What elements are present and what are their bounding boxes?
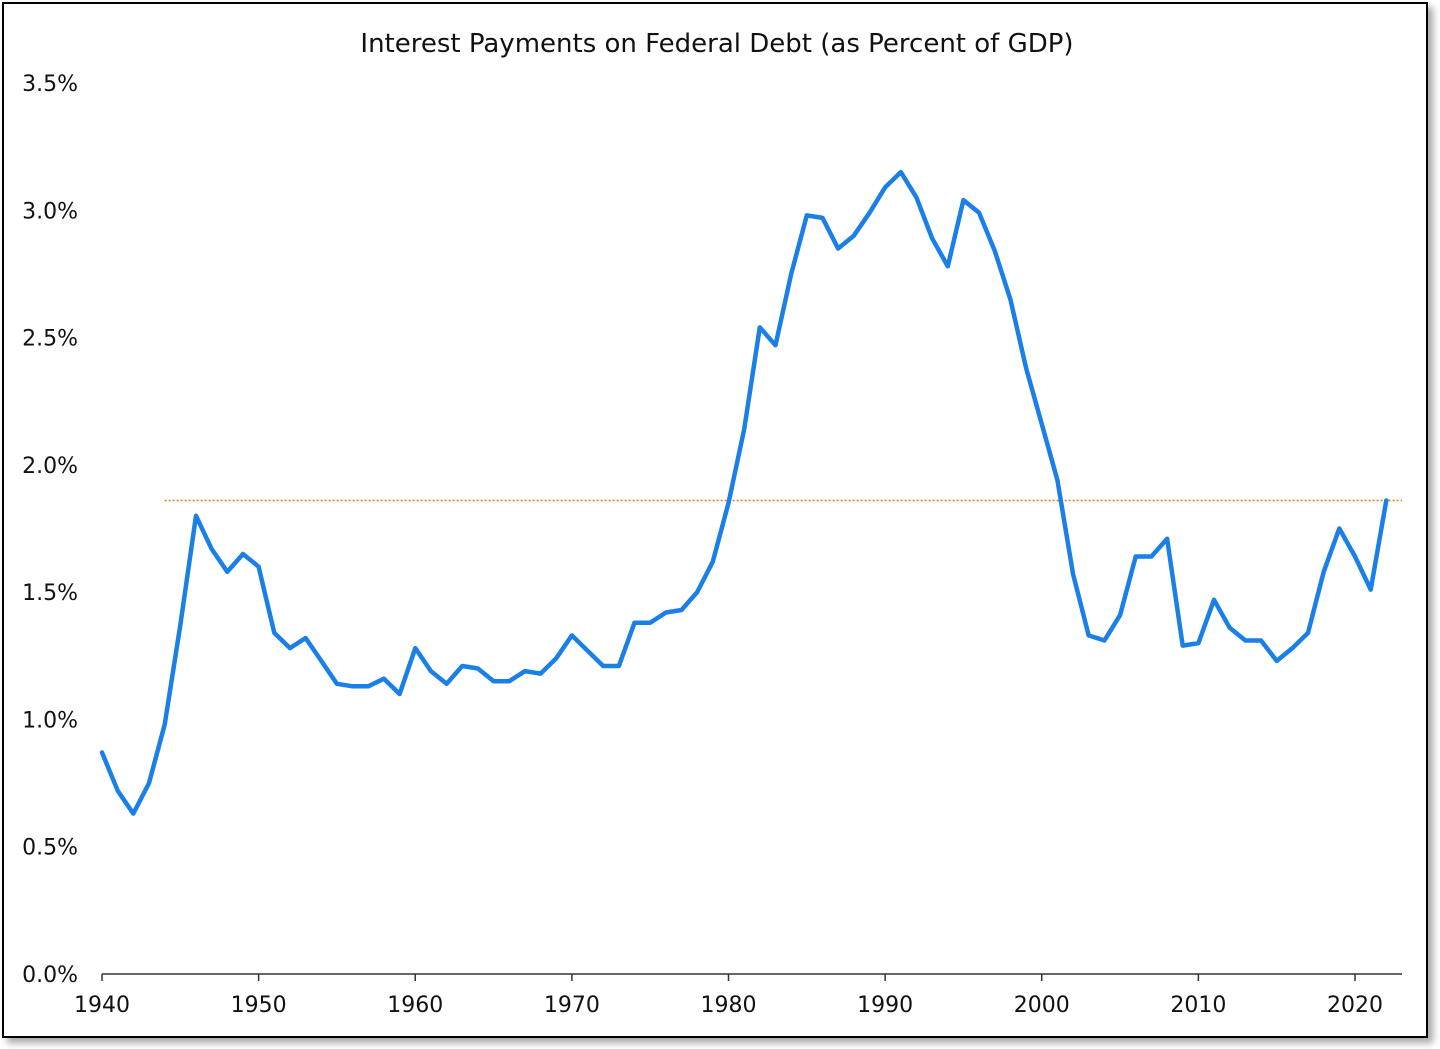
- x-tick-label: 1940: [74, 993, 130, 1018]
- x-tick-label: 1960: [387, 993, 443, 1018]
- y-tick-label: 3.0%: [22, 199, 78, 224]
- x-tick-label: 1990: [857, 993, 913, 1018]
- y-tick-label: 0.0%: [22, 963, 78, 988]
- y-tick-label: 1.0%: [22, 708, 78, 733]
- y-tick-label: 1.5%: [22, 581, 78, 606]
- x-tick-label: 1950: [231, 993, 287, 1018]
- y-axis-labels: 0.0% 0.5% 1.0% 1.5% 2.0% 2.5% 3.0% 3.5%: [22, 72, 78, 988]
- y-tick-label: 0.5%: [22, 836, 78, 861]
- y-tick-label: 2.5%: [22, 327, 78, 352]
- series-layer: [99, 169, 1389, 816]
- x-tick-label: 2000: [1014, 993, 1070, 1018]
- series-line: [99, 169, 1389, 816]
- x-tick-label: 1970: [544, 993, 600, 1018]
- chart-frame: Interest Payments on Federal Debt (as Pe…: [2, 2, 1428, 1038]
- x-tick-label: 2020: [1327, 993, 1383, 1018]
- chart-svg: Interest Payments on Federal Debt (as Pe…: [22, 29, 1402, 1018]
- x-axis: [101, 973, 1402, 981]
- x-axis-labels: 1940 1950 1960 1970 1980 1990 2000 2010 2020: [74, 993, 1383, 1018]
- y-tick-label: 3.5%: [22, 72, 78, 97]
- y-tick-label: 2.0%: [22, 454, 78, 479]
- x-tick-label: 2010: [1170, 993, 1226, 1018]
- x-tick-label: 1980: [701, 993, 757, 1018]
- chart-title: Interest Payments on Federal Debt (as Pe…: [360, 29, 1073, 59]
